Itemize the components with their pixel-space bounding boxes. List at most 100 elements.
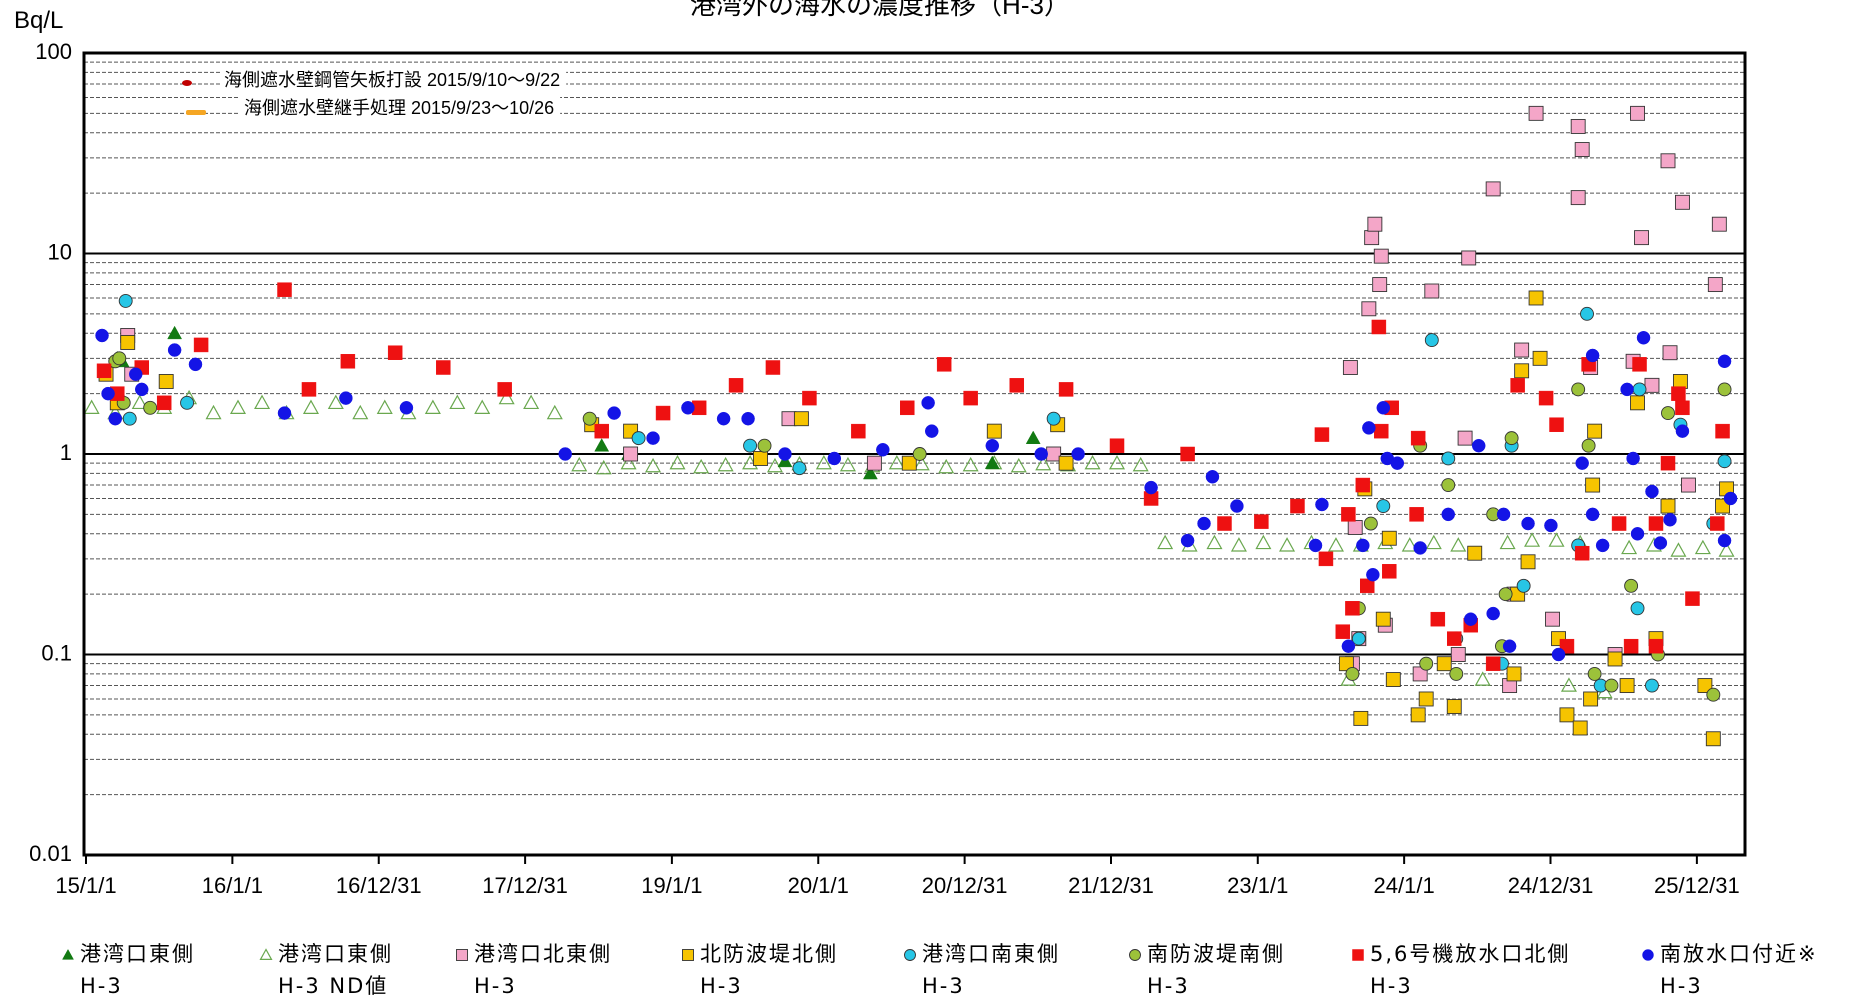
marker — [1560, 677, 1577, 692]
marker — [1648, 638, 1664, 654]
marker — [595, 459, 612, 475]
marker — [1585, 507, 1600, 522]
marker — [1025, 430, 1041, 444]
marker — [1058, 382, 1074, 397]
marker — [1660, 498, 1676, 514]
marker — [1706, 687, 1721, 702]
marker — [1206, 534, 1223, 550]
marker — [901, 455, 917, 471]
marker — [1532, 350, 1548, 366]
marker — [793, 411, 809, 427]
marker — [1671, 386, 1686, 401]
marker — [424, 399, 441, 414]
legend: 港湾口東側 H-3 港湾口東側 H-3 ND値 港湾口北東側 H-3 北防波堤北側 H… — [0, 938, 1862, 998]
marker — [1474, 671, 1491, 686]
marker — [1662, 345, 1678, 361]
marker — [681, 401, 695, 415]
marker — [1409, 507, 1424, 522]
marker — [1570, 119, 1586, 134]
marker — [594, 438, 610, 452]
x-tick-label: 23/1/1 — [1227, 873, 1288, 898]
marker — [631, 431, 646, 446]
marker — [1430, 611, 1446, 627]
marker — [1626, 451, 1640, 466]
annotation-text: 海側遮水壁継手処理 2015/9/23～10/26 — [244, 98, 554, 118]
marker — [904, 949, 916, 961]
annotation-text: 海側遮水壁鋼管矢板打設 2015/9/10～9/22 — [224, 70, 560, 90]
marker — [913, 455, 930, 471]
x-tick-label: 25/12/31 — [1654, 873, 1740, 898]
legend-label: 南放水口付近※ H-3 — [1660, 942, 1818, 998]
marker — [1675, 400, 1690, 416]
marker — [1621, 539, 1638, 555]
marker — [1010, 457, 1027, 473]
marker — [1619, 678, 1635, 694]
marker — [1418, 691, 1434, 707]
marker — [827, 451, 842, 466]
marker — [1290, 498, 1305, 514]
marker — [1084, 454, 1101, 470]
marker — [888, 454, 905, 470]
x-tick-label: 20/1/1 — [788, 873, 849, 898]
marker — [558, 447, 572, 461]
marker — [716, 411, 731, 426]
marker — [1373, 248, 1389, 264]
legend-item: 北防波堤北側 H-3 — [682, 938, 838, 1000]
marker — [1583, 691, 1599, 707]
legend-marker — [259, 948, 273, 960]
marker — [1345, 601, 1360, 616]
marker — [1351, 631, 1366, 646]
marker — [1046, 411, 1061, 426]
legend-label: 北防波堤北側 H-3 — [700, 942, 838, 998]
legend-item: 南放水口付近※ H-3 — [1642, 938, 1818, 1000]
marker — [108, 411, 123, 426]
x-tick-label: 20/12/31 — [922, 873, 1008, 898]
marker — [1424, 333, 1439, 348]
annotation-background — [220, 69, 567, 93]
marker — [693, 458, 710, 474]
marker — [1498, 587, 1513, 602]
marker — [1575, 456, 1589, 470]
marker — [1670, 542, 1687, 557]
marker — [254, 394, 271, 410]
x-tick-label: 21/12/31 — [1068, 873, 1154, 898]
marker — [1580, 306, 1594, 321]
x-tick-label: 15/1/1 — [55, 873, 116, 898]
marker — [1705, 731, 1721, 747]
marker — [1058, 455, 1074, 471]
marker — [83, 399, 100, 414]
marker — [436, 360, 451, 375]
marker — [1424, 283, 1440, 299]
marker — [1129, 949, 1141, 961]
marker — [101, 386, 115, 401]
x-tick-label: 16/12/31 — [336, 873, 422, 898]
marker — [607, 406, 621, 420]
marker — [1595, 538, 1610, 553]
marker — [259, 948, 273, 960]
marker — [1623, 638, 1639, 654]
marker — [180, 395, 195, 410]
marker — [1410, 707, 1426, 723]
marker — [1035, 455, 1052, 471]
marker — [95, 328, 109, 343]
marker — [1675, 424, 1690, 438]
marker — [1449, 666, 1464, 681]
marker — [1648, 516, 1664, 531]
marker — [1419, 656, 1434, 671]
marker — [1382, 564, 1397, 579]
marker — [352, 404, 369, 420]
marker — [1363, 516, 1378, 531]
marker — [753, 451, 768, 466]
marker — [1441, 451, 1456, 466]
marker — [778, 447, 792, 461]
marker — [1520, 554, 1536, 570]
marker — [112, 351, 127, 366]
marker — [167, 325, 183, 340]
marker — [1457, 430, 1473, 446]
marker — [474, 399, 491, 414]
marker — [1572, 720, 1588, 736]
marker — [1364, 230, 1380, 246]
marker — [229, 399, 247, 414]
marker — [1341, 639, 1356, 653]
legend-marker — [1129, 949, 1141, 961]
